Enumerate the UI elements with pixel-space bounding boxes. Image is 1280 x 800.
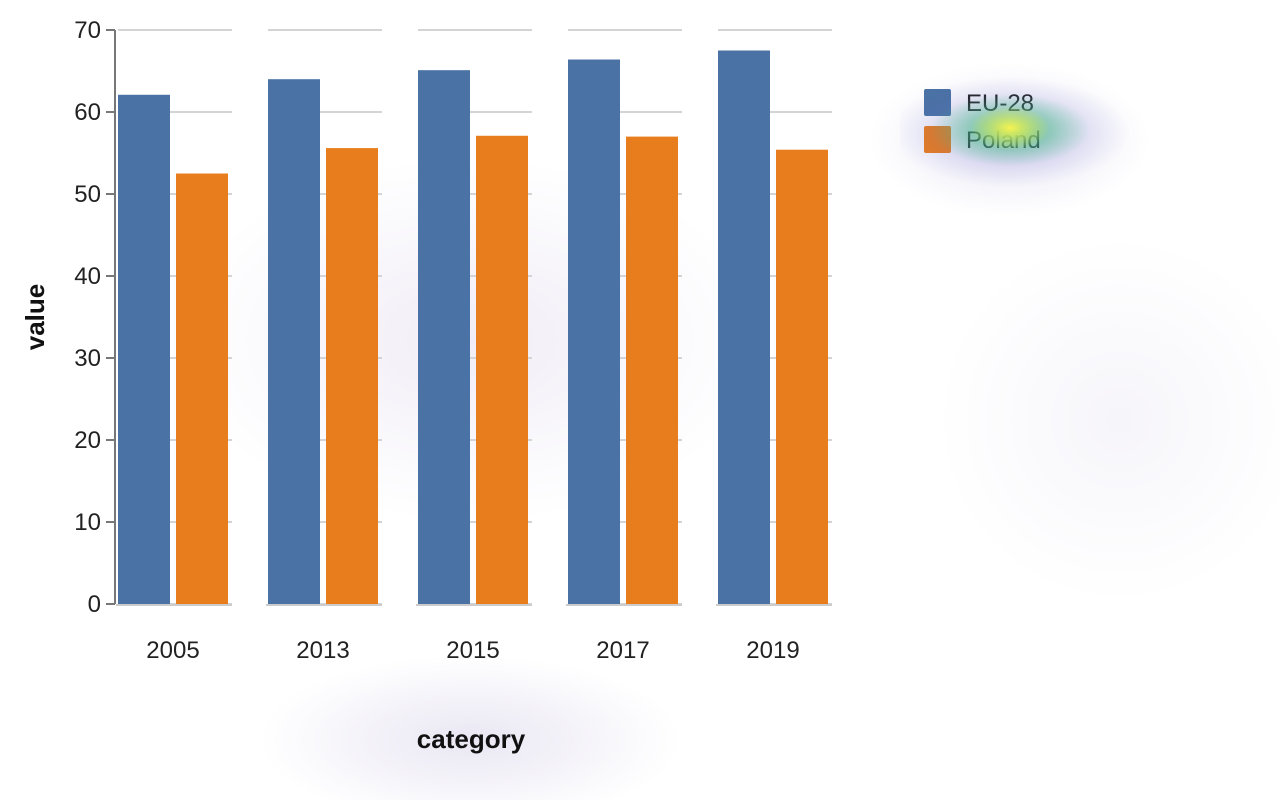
legend-swatch-eu-28 — [924, 89, 951, 116]
x-tick-label: 2015 — [446, 637, 499, 664]
bar-eu-28-2005 — [118, 94, 170, 604]
bar-eu-28-2013 — [268, 79, 320, 604]
y-tick-label: 70 — [74, 17, 101, 44]
legend-swatch-poland — [924, 126, 951, 153]
bar-poland-2015 — [476, 135, 528, 604]
y-tick-label: 50 — [74, 181, 101, 208]
x-tick-label: 2017 — [596, 637, 649, 664]
y-axis: 0 10 20 30 40 50 60 70 — [74, 17, 116, 618]
bar-poland-2017 — [626, 136, 678, 604]
y-axis-title: value — [20, 284, 50, 351]
y-tick-label: 20 — [74, 427, 101, 454]
legend-label-poland: Poland — [966, 127, 1041, 154]
bar-eu-28-2019 — [718, 50, 770, 604]
y-tick-label: 40 — [74, 263, 101, 290]
bar-eu-28-2017 — [568, 59, 620, 604]
x-axis: 2005 2013 2015 2017 2019 — [116, 604, 832, 664]
bar-poland-2013 — [326, 148, 378, 604]
x-tick-label: 2005 — [146, 637, 199, 664]
x-axis-title: category — [417, 724, 526, 754]
bars — [118, 50, 828, 605]
x-tick-label: 2019 — [746, 637, 799, 664]
bar-eu-28-2015 — [418, 70, 470, 605]
bar-poland-2019 — [776, 149, 828, 604]
y-tick-label: 0 — [88, 591, 101, 618]
bar-poland-2005 — [176, 173, 228, 604]
legend-label-eu-28: EU-28 — [966, 90, 1034, 117]
legend: EU-28 Poland — [924, 89, 1041, 154]
x-tick-label: 2013 — [296, 637, 349, 664]
y-tick-label: 60 — [74, 99, 101, 126]
y-tick-label: 30 — [74, 345, 101, 372]
y-tick-label: 10 — [74, 509, 101, 536]
